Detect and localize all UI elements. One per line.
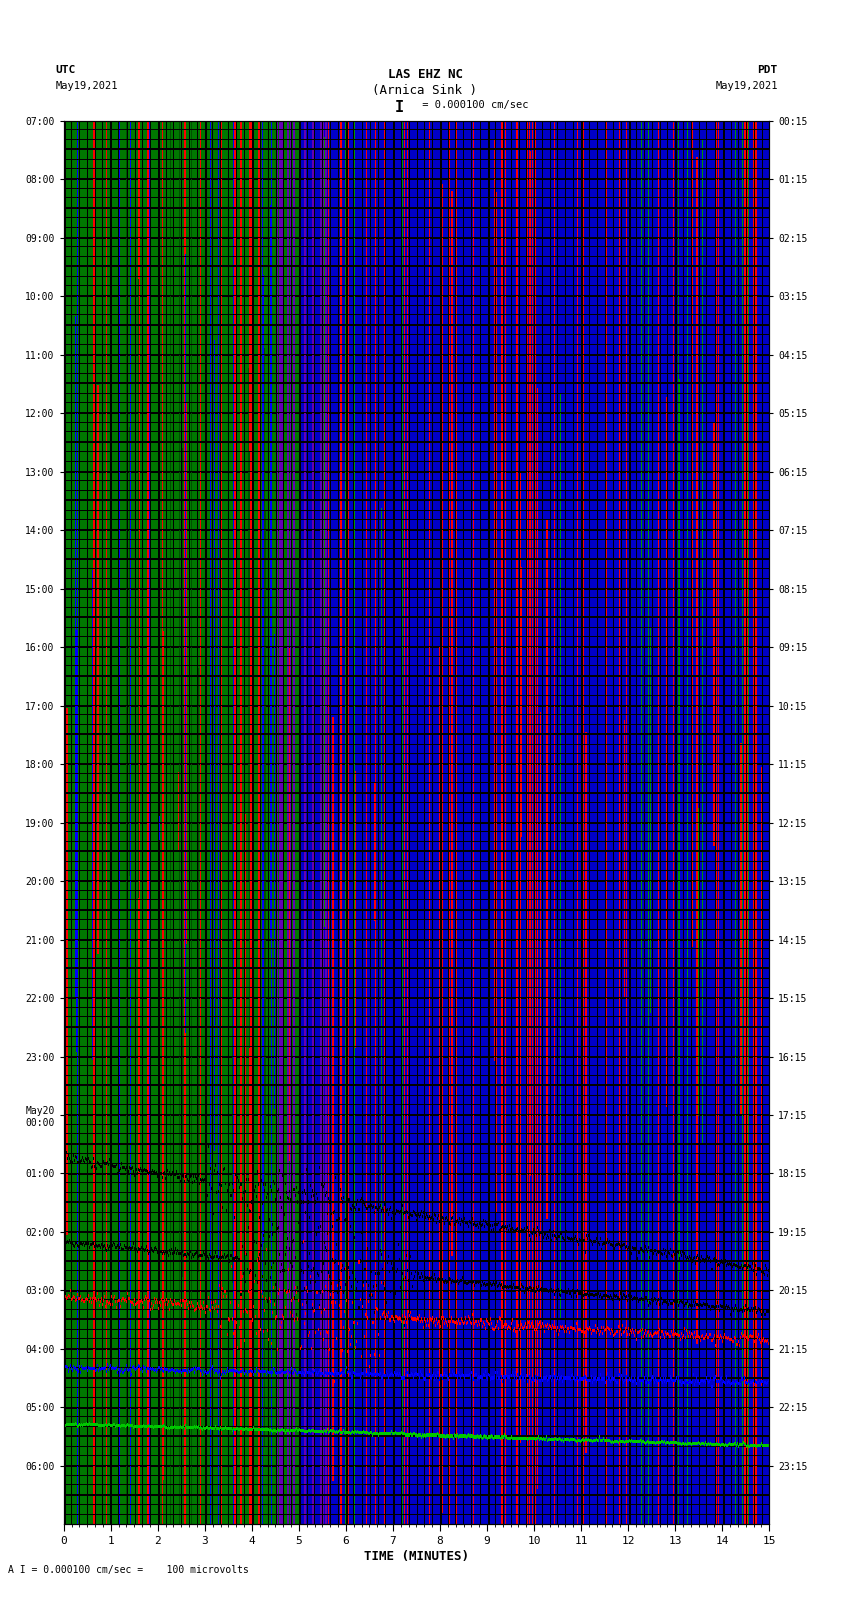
Text: May19,2021: May19,2021 xyxy=(55,81,118,90)
Text: May19,2021: May19,2021 xyxy=(715,81,778,90)
Text: PDT: PDT xyxy=(757,65,778,74)
Text: (Arnica Sink ): (Arnica Sink ) xyxy=(372,84,478,97)
Text: LAS EHZ NC: LAS EHZ NC xyxy=(388,68,462,81)
X-axis label: TIME (MINUTES): TIME (MINUTES) xyxy=(364,1550,469,1563)
Text: A I = 0.000100 cm/sec =    100 microvolts: A I = 0.000100 cm/sec = 100 microvolts xyxy=(8,1565,249,1574)
Text: I: I xyxy=(395,100,404,115)
Text: = 0.000100 cm/sec: = 0.000100 cm/sec xyxy=(416,100,529,110)
Text: UTC: UTC xyxy=(55,65,76,74)
